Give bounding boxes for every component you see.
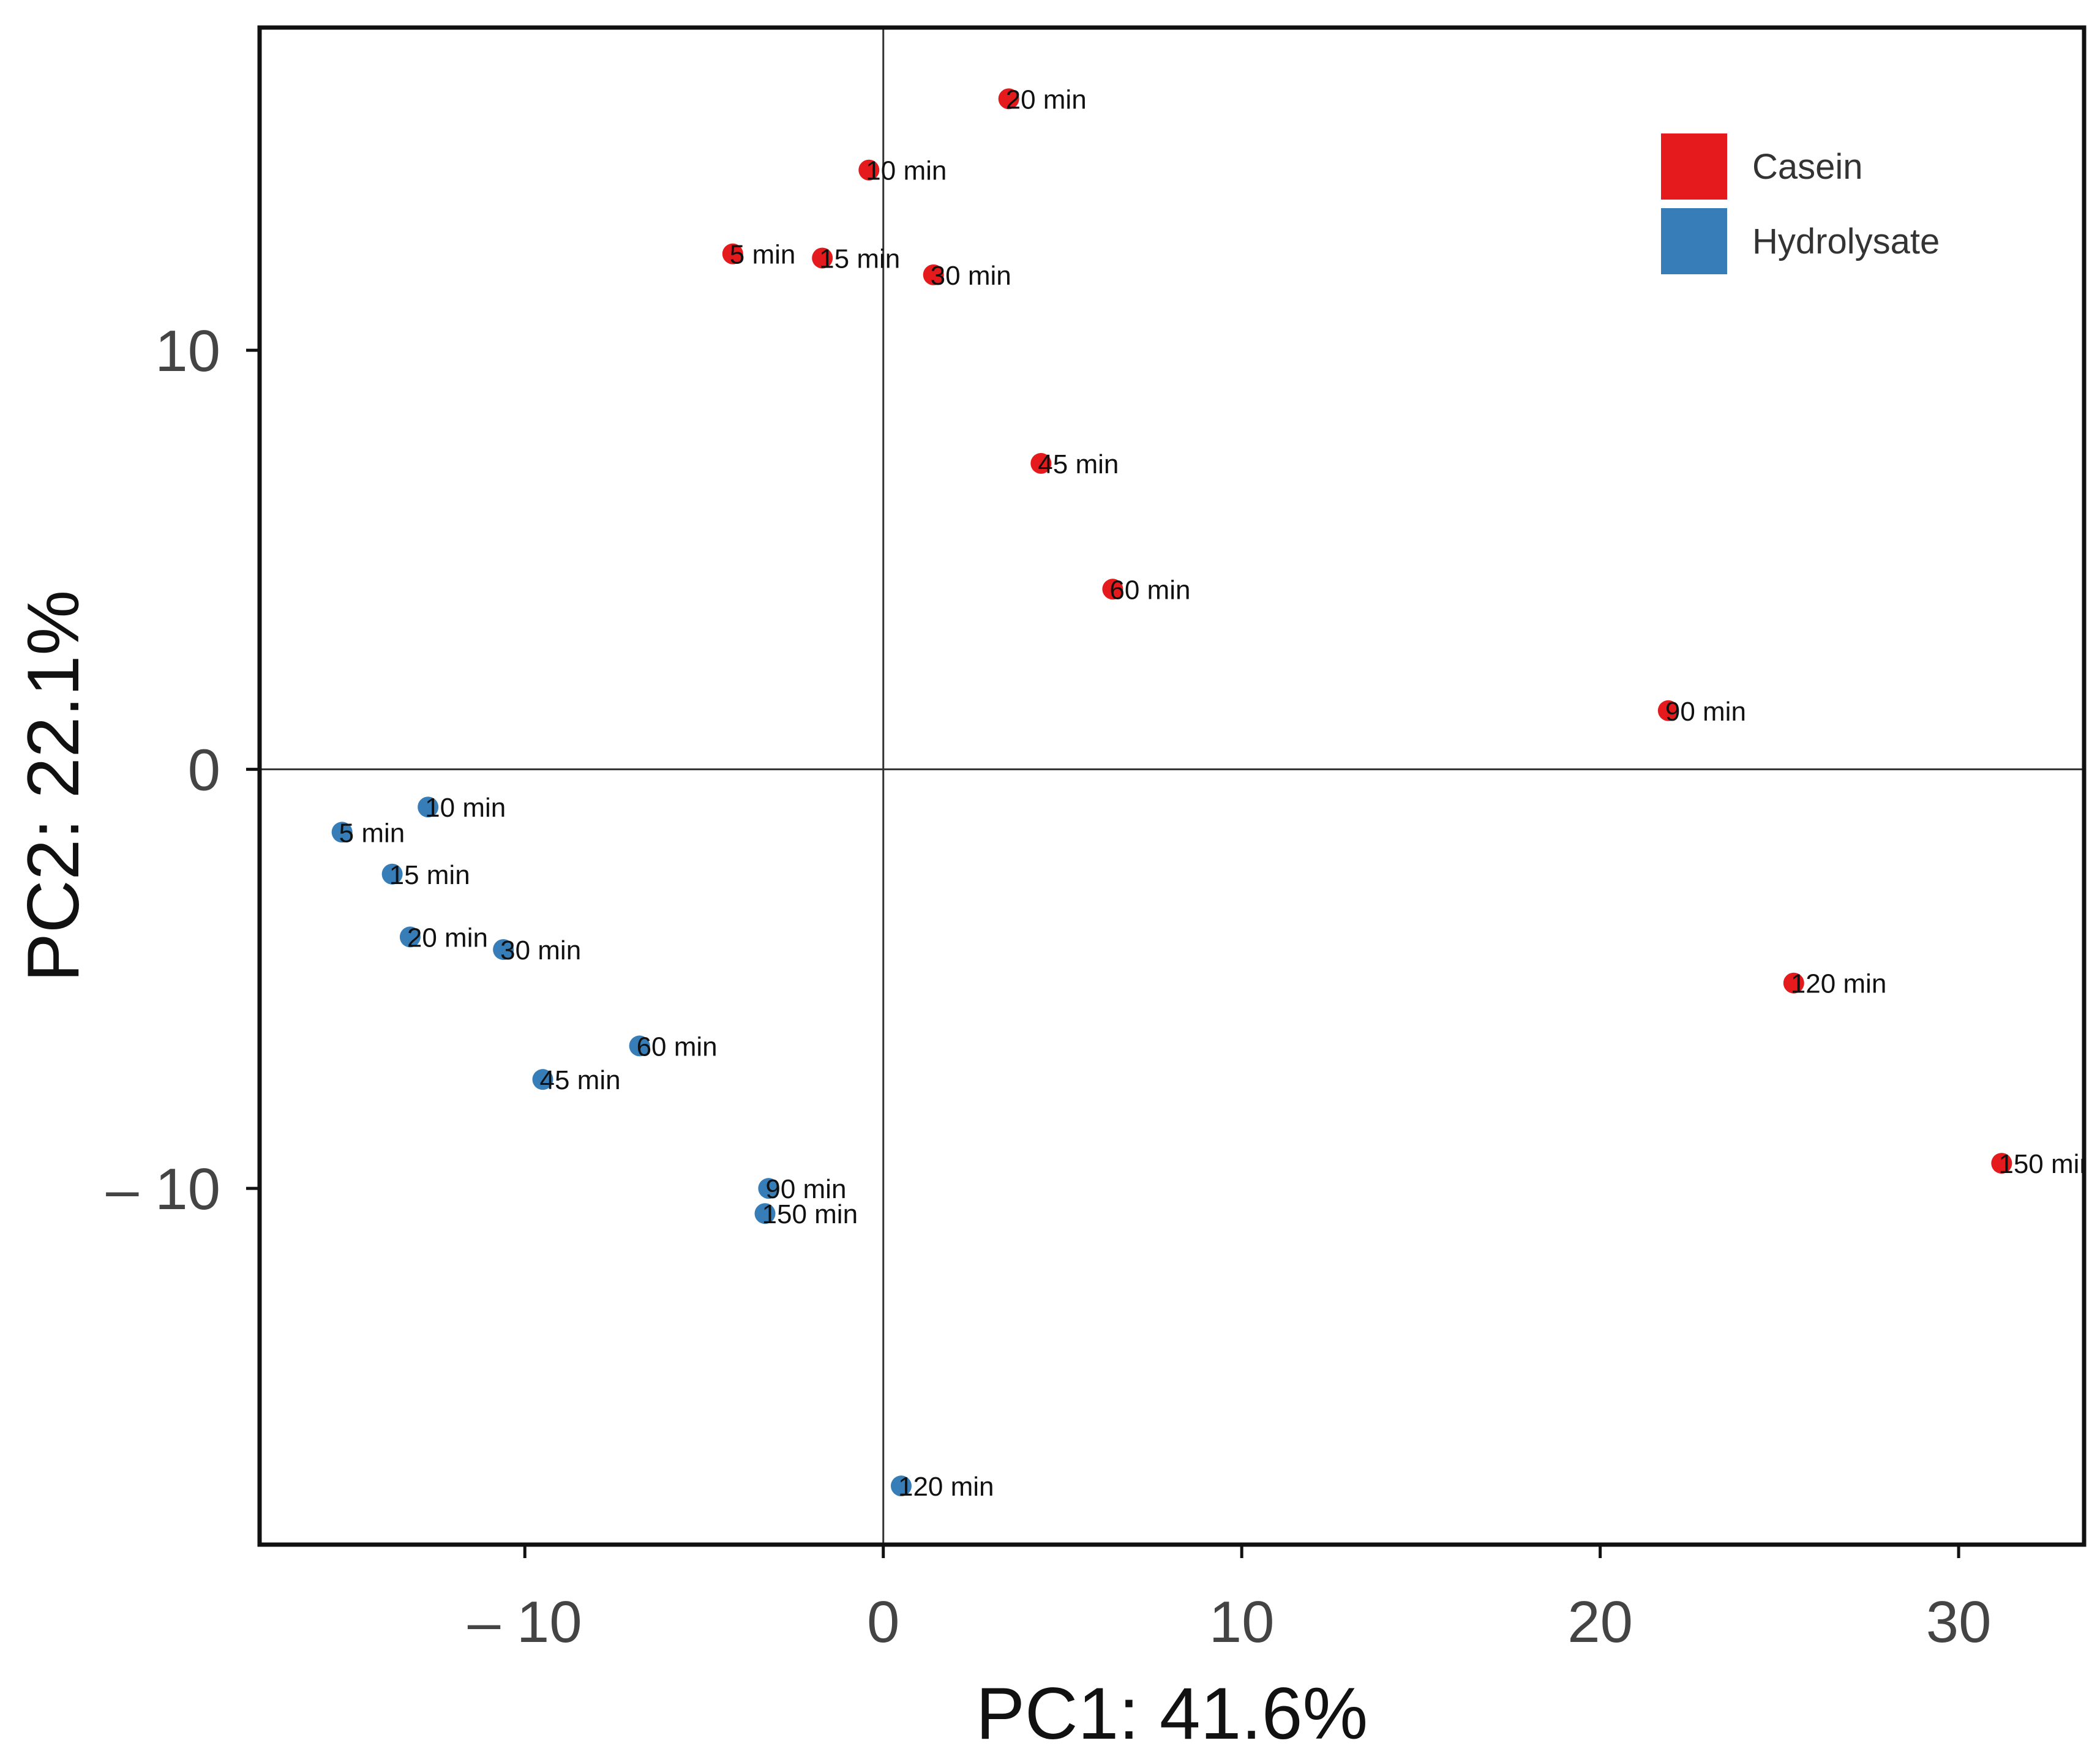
plot-frame [257,25,2087,1547]
y-axis-title: PC2: 22.1% [12,590,94,982]
hydrolysate-point [331,822,353,843]
casein-point [923,264,944,285]
casein-point [1783,972,1804,994]
casein-point-label: 120 min [1791,969,1887,999]
casein-point-label: 15 min [819,244,900,274]
casein-point-label: 150 min [1998,1149,2094,1179]
hydrolysate-point [532,1069,553,1090]
hydrolysate-point-label: 15 min [389,860,470,890]
hydrolysate-point-label: 150 min [762,1199,858,1229]
x-axis-ticks: – 10 0 10 20 30 [468,1545,1992,1655]
casein-point [1657,700,1679,721]
casein-point [1102,579,1123,600]
hydrolysate-point-label: 20 min [407,923,488,953]
hydrolysate-point [629,1035,650,1057]
hydrolysate-point-label: 90 min [765,1174,846,1204]
casein-point-label: 60 min [1109,575,1190,605]
hydrolysate-point-label: 5 min [339,818,405,848]
casein-point [998,88,1019,110]
x-tick-label: – 10 [468,1589,582,1655]
casein-point-label: 5 min [730,240,796,270]
hydrolysate-legend-label: Hydrolysate [1752,222,1940,261]
casein-point [1991,1153,2012,1174]
point-labels: 20 min 10 min 5 min 15 min 30 min 45 min 60 mi… [339,84,2094,1502]
casein-point [858,159,880,181]
hydrolysate-point-label: 45 min [540,1065,621,1095]
hydrolysate-point [890,1475,912,1497]
casein-legend-swatch [1661,133,1727,200]
hydrolysate-point [418,796,439,818]
casein-point-label: 20 min [1006,84,1087,114]
x-tick-label: 10 [1209,1589,1275,1655]
reference-lines [260,28,2084,1545]
casein-point-label: 90 min [1665,697,1746,727]
y-tick-label: 0 [188,738,220,803]
x-tick-label: 30 [1926,1589,1992,1655]
casein-point-label: 45 min [1038,449,1119,479]
casein-point [722,243,743,264]
hydrolysate-point [758,1178,779,1199]
hydrolysate-point [493,939,514,960]
y-tick-label: 10 [155,318,220,384]
hydrolysate-point-label: 10 min [425,793,506,823]
hydrolysate-point-label: 30 min [500,935,581,965]
hydrolysate-point-label: 120 min [898,1472,994,1502]
hydrolysate-point-label: 60 min [637,1032,718,1062]
casein-point-label: 30 min [931,261,1011,291]
legend: Casein Hydrolysate [1661,133,1940,274]
hydrolysate-legend-swatch [1661,208,1727,274]
casein-point-label: 10 min [866,156,947,186]
x-tick-label: 20 [1567,1589,1633,1655]
x-tick-label: 0 [867,1589,899,1655]
y-axis-ticks: 10 0 – 10 [106,318,260,1222]
hydrolysate-point [754,1203,776,1224]
casein-point [812,247,833,269]
y-tick-label: – 10 [106,1156,220,1222]
casein-legend-label: Casein [1752,147,1863,187]
hydrolysate-point [399,926,421,948]
x-axis-title: PC1: 41.6% [976,1673,1368,1754]
casein-point [1030,452,1052,474]
data-points [331,88,2012,1497]
hydrolysate-point [381,863,403,885]
